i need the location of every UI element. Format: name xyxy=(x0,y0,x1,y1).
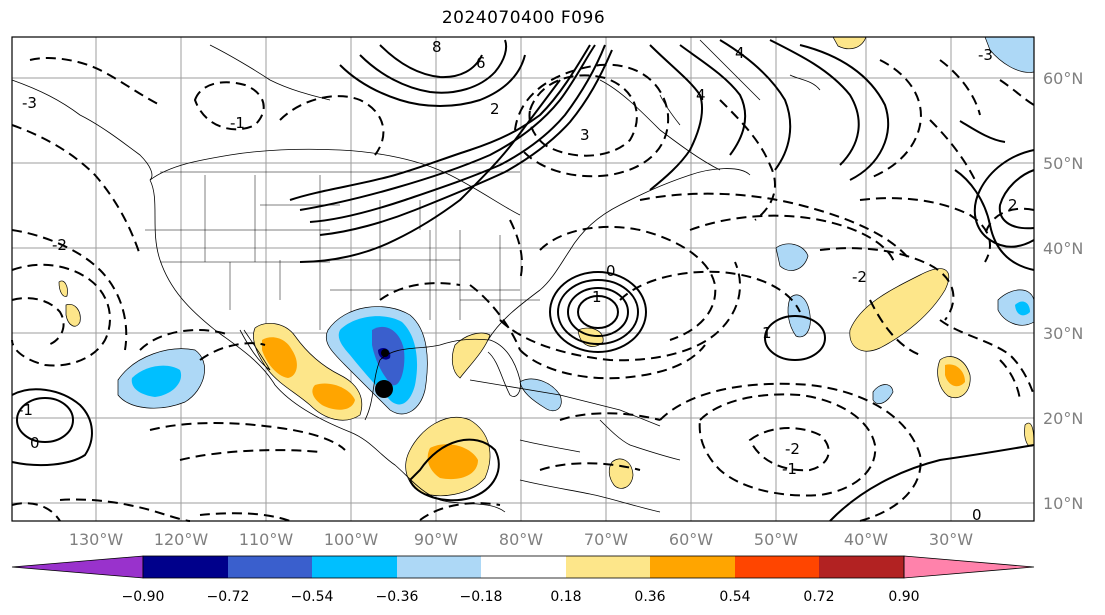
contour-label: 0 xyxy=(972,506,982,524)
state-borders xyxy=(145,171,540,330)
lon-label: 30°W xyxy=(929,530,973,549)
colorbar-extend-high xyxy=(903,555,1035,579)
contour-label: 4 xyxy=(735,44,745,62)
contour-label: 2 xyxy=(490,100,500,118)
contour-label: 8 xyxy=(432,38,442,56)
colorbar-segment xyxy=(566,556,650,578)
contour-label: -3 xyxy=(22,94,37,112)
colorbar-tick-label: 0.90 xyxy=(888,589,919,605)
contours-dashed xyxy=(11,57,1035,522)
colorbar-tick-label: 0.36 xyxy=(634,589,665,605)
colorbar xyxy=(11,555,1035,579)
contour-label: -1 xyxy=(782,460,797,478)
contour-label: -2 xyxy=(852,268,867,286)
contour-label: 3 xyxy=(580,126,590,144)
colorbar-tick-label: −0.54 xyxy=(291,589,334,605)
contour-labels: -3 -2 -1 0 1 2 3 4 6 8 -1 -2 0 -2 1 0 -1… xyxy=(18,38,1018,524)
map-panel: -3 -2 -1 0 1 2 3 4 6 8 -1 -2 0 -2 1 0 -1… xyxy=(11,36,1035,524)
colorbar-segment xyxy=(228,556,312,578)
storm-center-marker xyxy=(375,380,393,398)
colorbar-segment xyxy=(735,556,819,578)
contour-label: -1 xyxy=(18,401,33,419)
lat-label: 60°N xyxy=(1043,69,1083,88)
colorbar-outline xyxy=(142,555,905,579)
lon-label: 120°W xyxy=(154,530,209,549)
contour-label: 0 xyxy=(30,434,40,452)
contour-label: -3 xyxy=(978,46,993,64)
contour-label: -1 xyxy=(230,114,245,132)
colorbar-segment xyxy=(143,556,228,578)
lat-label: 30°N xyxy=(1043,324,1083,343)
contour-label: 4 xyxy=(696,86,706,104)
colorbar-tick-label: −0.72 xyxy=(207,589,250,605)
colorbar-segment xyxy=(312,556,397,578)
lat-label: 20°N xyxy=(1043,409,1083,428)
colorbar-segment xyxy=(397,556,481,578)
contour-label: 1 xyxy=(762,324,772,342)
map-title: 2024070400 F096 xyxy=(441,8,606,28)
lat-label: 40°N xyxy=(1043,239,1083,258)
lon-label: 130°W xyxy=(69,530,124,549)
colorbar-segment xyxy=(819,556,904,578)
contour-label: 2 xyxy=(1008,196,1018,214)
coastlines xyxy=(11,39,821,513)
lon-label: 110°W xyxy=(239,530,294,549)
contour-label: 6 xyxy=(476,54,486,72)
lon-label: 50°W xyxy=(754,530,798,549)
shaded-fields xyxy=(58,36,1035,497)
lon-label: 60°W xyxy=(669,530,713,549)
colorbar-tick-label: 0.54 xyxy=(719,589,750,605)
colorbar-tick-label: −0.18 xyxy=(460,589,503,605)
lon-label: 90°W xyxy=(414,530,458,549)
colorbar-tick-label: 0.72 xyxy=(803,589,834,605)
contour-label: -2 xyxy=(52,236,67,254)
colorbar-extend-low xyxy=(11,555,144,579)
map-frame xyxy=(11,36,1035,522)
lon-label: 70°W xyxy=(584,530,628,549)
lat-label: 50°N xyxy=(1043,154,1083,173)
latitude-labels: 60°N 50°N 40°N 30°N 20°N 10°N xyxy=(1043,69,1083,513)
contour-label: 0 xyxy=(606,262,616,280)
lat-label: 10°N xyxy=(1043,494,1083,513)
contour-label: -2 xyxy=(785,440,800,458)
storm-track-point xyxy=(381,349,389,357)
longitude-labels: 130°W 120°W 110°W 100°W 90°W 80°W 70°W 6… xyxy=(69,530,973,549)
colorbar-tick-label: −0.36 xyxy=(376,589,419,605)
colorbar-tick-label: −0.90 xyxy=(122,589,165,605)
colorbar-tick-label: 0.18 xyxy=(550,589,581,605)
colorbar-segment xyxy=(650,556,735,578)
lon-label: 40°W xyxy=(844,530,888,549)
colorbar-ticks: −0.90 −0.72 −0.54 −0.36 −0.18 0.18 0.36 … xyxy=(122,589,920,605)
lon-label: 80°W xyxy=(499,530,543,549)
lon-label: 100°W xyxy=(324,530,379,549)
colorbar-segment xyxy=(481,556,566,578)
contour-label: 1 xyxy=(592,288,602,306)
